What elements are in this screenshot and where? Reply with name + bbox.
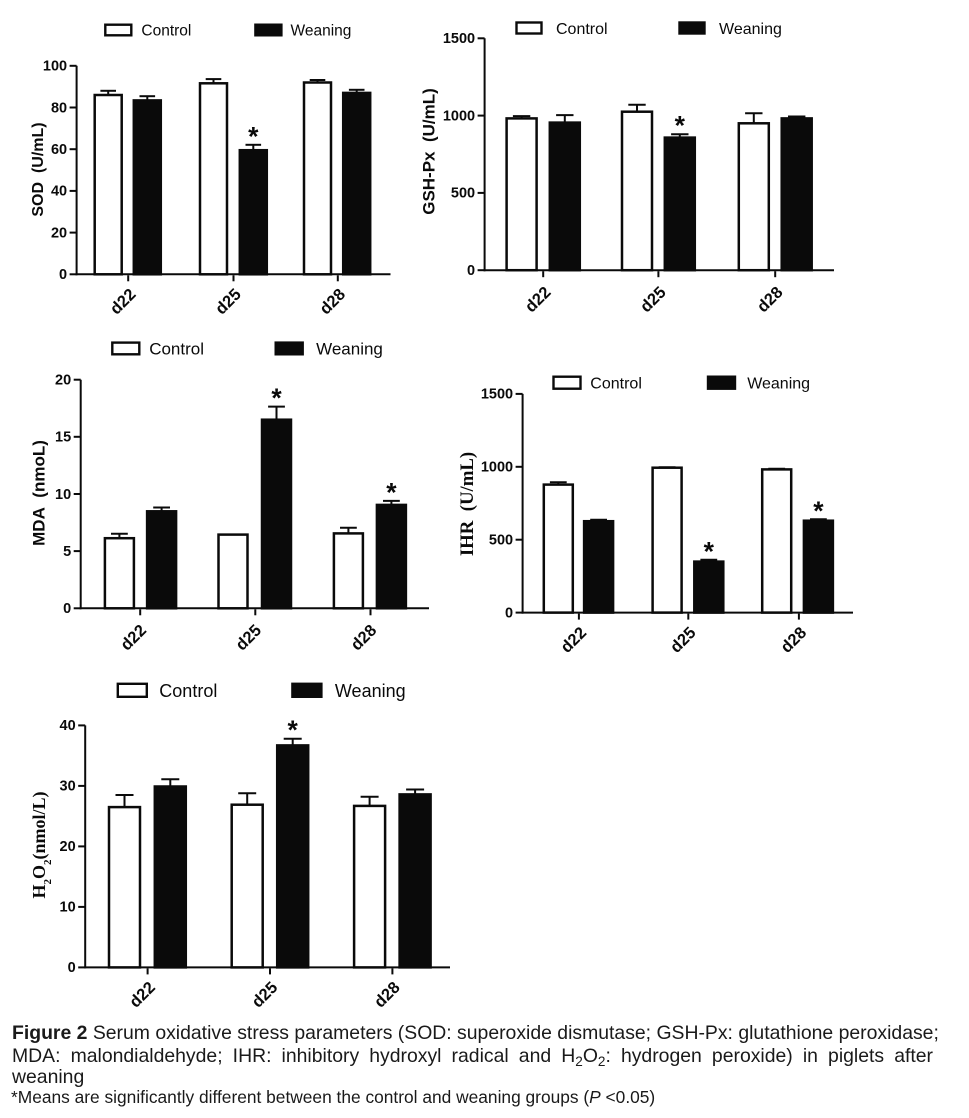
svg-text:15: 15	[55, 430, 71, 446]
svg-text:*: *	[704, 536, 715, 566]
svg-text:500: 500	[451, 186, 475, 202]
svg-text:20: 20	[60, 839, 76, 855]
svg-text:0: 0	[467, 263, 475, 279]
svg-text:d28: d28	[371, 979, 404, 1012]
svg-text:Weaning: Weaning	[316, 340, 383, 359]
svg-text:d28: d28	[777, 624, 810, 657]
svg-text:1500: 1500	[481, 387, 513, 403]
svg-text:40: 40	[60, 718, 76, 734]
svg-text:Weaning: Weaning	[747, 376, 810, 393]
svg-text:Weaning: Weaning	[335, 681, 406, 701]
svg-text:0: 0	[59, 267, 67, 283]
svg-text:IHR (U/mL): IHR (U/mL)	[457, 452, 478, 556]
svg-text:30: 30	[60, 779, 76, 795]
svg-text:1500: 1500	[443, 31, 475, 47]
svg-text:d22: d22	[126, 979, 159, 1012]
svg-text:40: 40	[51, 184, 67, 200]
svg-text:*: *	[288, 715, 299, 745]
svg-text:d25: d25	[248, 979, 281, 1012]
svg-text:20: 20	[51, 225, 67, 241]
svg-text:60: 60	[51, 142, 67, 158]
svg-text:1000: 1000	[443, 108, 475, 124]
svg-text:d25: d25	[232, 621, 265, 654]
svg-text:*: *	[813, 496, 824, 526]
svg-text:*: *	[271, 383, 282, 413]
svg-text:SOD (U/mL): SOD (U/mL)	[30, 122, 47, 216]
svg-text:Control: Control	[556, 21, 608, 38]
svg-text:20: 20	[55, 373, 71, 389]
svg-text:80: 80	[51, 100, 67, 116]
svg-text:Weaning: Weaning	[291, 23, 352, 40]
svg-text:100: 100	[43, 59, 67, 75]
svg-text:d22: d22	[522, 283, 555, 316]
svg-text:MDA (nmoL): MDA (nmoL)	[30, 440, 49, 546]
svg-text:0: 0	[505, 605, 513, 621]
svg-text:d28: d28	[754, 283, 787, 316]
svg-text:Control: Control	[159, 681, 217, 701]
svg-text:d22: d22	[117, 621, 150, 654]
svg-text:0: 0	[68, 960, 76, 976]
svg-text:1000: 1000	[481, 460, 513, 476]
svg-text:d22: d22	[107, 285, 140, 318]
svg-text:d28: d28	[347, 621, 380, 654]
svg-text:500: 500	[489, 533, 513, 549]
svg-text:10: 10	[60, 900, 76, 916]
svg-text:d28: d28	[316, 285, 349, 318]
svg-text:d25: d25	[637, 283, 670, 316]
svg-text:*: *	[675, 111, 686, 141]
svg-text:*: *	[386, 477, 397, 507]
svg-text:Weaning: Weaning	[719, 21, 782, 38]
svg-text:0: 0	[63, 601, 71, 617]
svg-text:d25: d25	[212, 285, 245, 318]
svg-text:5: 5	[63, 544, 71, 560]
svg-text:Control: Control	[141, 23, 191, 40]
svg-text:d25: d25	[667, 624, 700, 657]
svg-text:10: 10	[55, 487, 71, 503]
svg-text:H2O2(nmol/L): H2O2(nmol/L)	[29, 791, 54, 898]
svg-text:d22: d22	[557, 624, 590, 657]
svg-text:GSH-Px (U/mL): GSH-Px (U/mL)	[420, 88, 439, 215]
svg-text:Control: Control	[149, 340, 204, 359]
svg-text:Control: Control	[590, 376, 642, 393]
svg-text:*: *	[248, 121, 259, 151]
